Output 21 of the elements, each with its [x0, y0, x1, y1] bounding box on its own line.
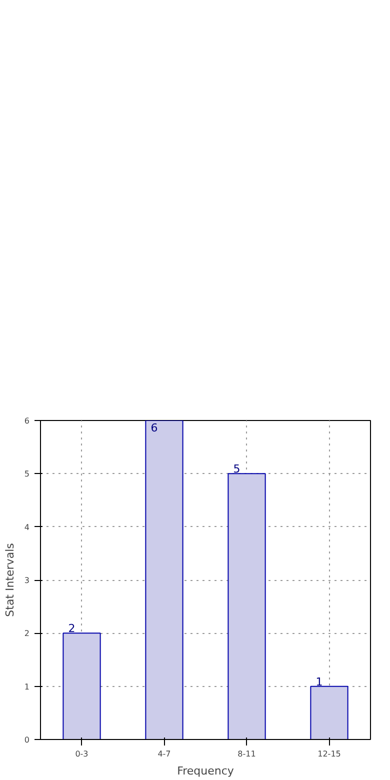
x-tick-label: 0-3 [75, 750, 88, 758]
bar [310, 686, 348, 740]
y-tick-label: 1 [24, 682, 30, 692]
y-tick-label: 6 [24, 416, 30, 426]
bar [228, 473, 266, 740]
data-label: 5 [233, 462, 240, 476]
bar [62, 632, 101, 740]
y-tick-label: 4 [24, 522, 30, 532]
bar [145, 420, 184, 740]
x-tick-label: 4-7 [158, 750, 171, 758]
data-label: 1 [316, 675, 323, 688]
y-tick-label: 5 [24, 470, 30, 479]
data-label: 6 [150, 422, 158, 434]
x-axis-title: Frequency [177, 764, 234, 778]
y-tick-label: 0 [24, 736, 30, 744]
y-tick-label: 3 [24, 576, 30, 585]
data-label: 2 [68, 622, 76, 636]
x-tick-label: 8-11 [238, 750, 256, 758]
y-axis-title: Stat Intervals [3, 542, 16, 617]
x-tick-label: 12-15 [318, 750, 341, 758]
y-tick-label: 2 [24, 629, 30, 638]
